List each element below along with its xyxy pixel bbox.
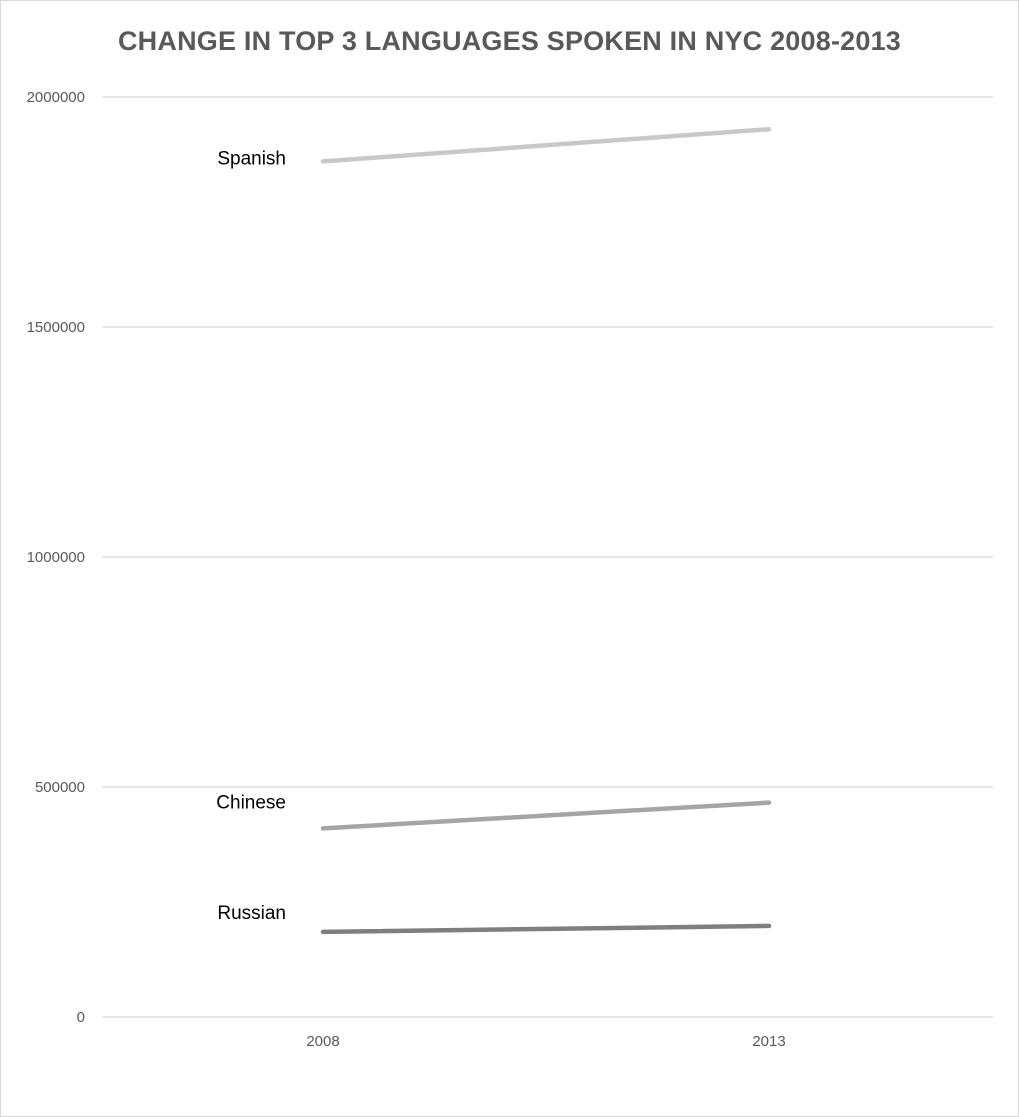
y-tick-label: 2000000 xyxy=(27,89,85,106)
x-tick-label: 2008 xyxy=(306,1033,339,1050)
series-lines xyxy=(320,126,772,935)
chart-title: CHANGE IN TOP 3 LANGUAGES SPOKEN IN NYC … xyxy=(117,26,902,56)
y-tick-label: 0 xyxy=(77,1009,85,1026)
y-tick-label: 1500000 xyxy=(27,319,85,336)
x-axis-tick-labels: 2008 2013 xyxy=(306,1033,785,1050)
series-line-russian xyxy=(320,923,772,935)
x-tick-label: 2013 xyxy=(752,1033,785,1050)
series-labels: Spanish Chinese Russian xyxy=(216,148,286,924)
series-line-spanish xyxy=(320,126,772,164)
y-tick-label: 500000 xyxy=(35,779,85,796)
series-label-russian: Russian xyxy=(217,903,286,924)
gridlines xyxy=(102,96,993,1018)
y-tick-label: 1000000 xyxy=(27,549,85,566)
series-label-spanish: Spanish xyxy=(217,148,286,169)
series-label-chinese: Chinese xyxy=(216,792,286,813)
series-line-chinese xyxy=(320,800,772,831)
y-axis-tick-labels: 0 500000 1000000 1500000 2000000 xyxy=(27,89,85,1026)
